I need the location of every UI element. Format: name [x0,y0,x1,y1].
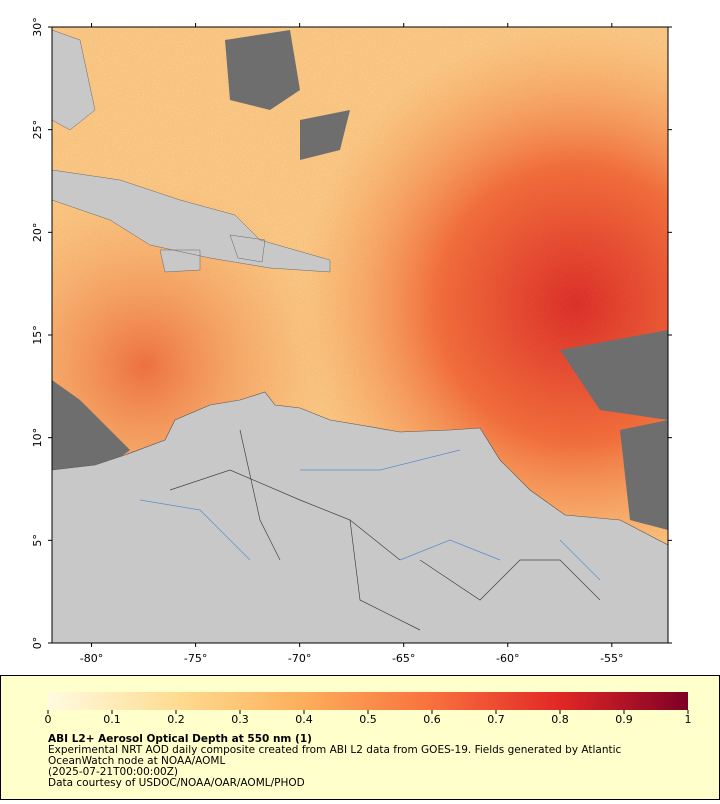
caption-title: ABI L2+ Aerosol Optical Depth at 550 nm … [48,733,312,745]
colorbar-tick-label: 0.4 [295,713,313,726]
colorbar-tick-label: 0.2 [167,713,185,726]
y-tick-label: 20° [31,223,44,243]
caption-line: OceanWatch node at NOAA/AOML [48,755,225,767]
colorbar-tick-label: 0.9 [615,713,633,726]
colorbar-tick-label: 0.3 [231,713,249,726]
x-tick-label: -65° [392,652,415,665]
colorbar-tick-label: 0.8 [551,713,569,726]
colorbar-tick-label: 1 [685,713,692,726]
y-tick-label: 30° [31,17,44,37]
y-tick-label: 10° [31,428,44,448]
colorbar-tick-label: 0.6 [423,713,441,726]
caption-line: Experimental NRT AOD daily composite cre… [48,744,622,756]
islands [52,29,331,273]
colorbar-tick-label: 0.7 [487,713,505,726]
x-tick-label: -55° [600,652,623,665]
caption-line: Data courtesy of USDOC/NOAA/OAR/AOML/PHO… [48,777,305,789]
colorbar [48,692,688,710]
colorbar-tick-label: 0.1 [103,713,121,726]
x-tick-label: -70° [288,652,311,665]
y-tick-label: 5° [31,534,44,547]
south-america [52,391,668,643]
x-tick-label: -80° [80,652,103,665]
caption-line: (2025-07-21T00:00:00Z) [48,766,178,778]
y-tick-label: 0° [31,637,44,650]
x-tick-label: -75° [184,652,207,665]
x-tick-label: -60° [496,652,519,665]
colorbar-tick-label: 0.5 [359,713,377,726]
borders [169,429,601,631]
map-field [52,27,668,643]
y-tick-label: 15° [31,325,44,345]
rivers [139,449,601,581]
colorbar-tick-label: 0 [45,713,52,726]
y-tick-label: 25° [31,120,44,140]
